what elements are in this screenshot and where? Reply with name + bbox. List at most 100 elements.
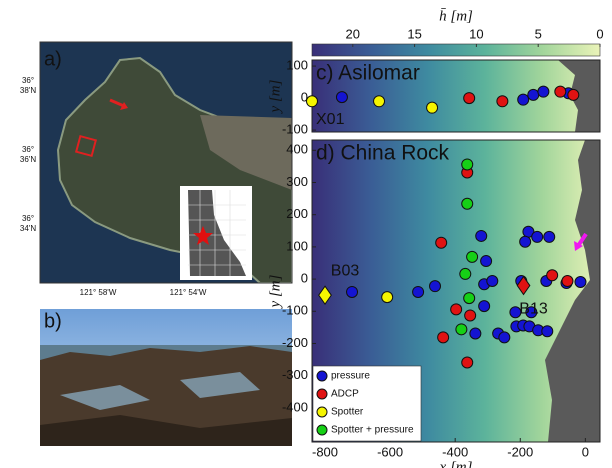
marker [459, 267, 472, 280]
marker [429, 280, 442, 293]
marker [335, 91, 348, 104]
x-tick-label: -800 [312, 444, 338, 459]
y-tick-label: -100 [282, 303, 308, 318]
map-frame [39, 41, 293, 284]
legend-label: ADCP [331, 389, 359, 400]
annotation: B13 [519, 301, 548, 318]
colorbar-label: h̄ [m] [439, 8, 473, 24]
inset-star [193, 226, 213, 245]
legend: pressure ADCP Spotter Spotter + pressure [312, 365, 422, 442]
lon-label: 121° 58'W [80, 288, 117, 297]
colorbar-tick-label: 5 [535, 26, 542, 41]
y-tick-label: 300 [286, 174, 308, 189]
marker [466, 250, 479, 263]
marker [567, 88, 580, 101]
marker [537, 85, 550, 98]
marker [306, 95, 318, 108]
y-tick-label: 100 [286, 58, 308, 73]
marker [469, 327, 482, 340]
marker [525, 306, 538, 319]
colorbar-tick-label: 15 [407, 26, 421, 41]
marker [475, 229, 488, 242]
plot: 100 0 -100 y [m] c) Asilomar X01 [267, 58, 601, 137]
plot: 400 300 200 100 0 -100 -200 -300 -400 -800 -600 -40… [267, 139, 601, 468]
x-tick-label: -400 [442, 444, 468, 459]
map-panel [40, 42, 292, 283]
marker [519, 235, 532, 248]
marker [517, 93, 530, 106]
diamond-marker [516, 275, 531, 296]
colorbar-tick-label: 0 [596, 26, 603, 41]
y-tick-label: 200 [286, 206, 308, 221]
marker [373, 95, 386, 108]
annotation: X01 [316, 111, 345, 128]
marker [498, 331, 511, 344]
legend-label: pressure [331, 371, 370, 382]
marker [412, 285, 425, 298]
arrow [574, 232, 588, 251]
x-tick-label: -200 [507, 444, 533, 459]
marker [461, 197, 474, 210]
colorbar-tick-label: 10 [469, 26, 483, 41]
legend-box [312, 365, 422, 442]
x-axis-label: x [m] [439, 459, 473, 468]
legend-swatch [316, 424, 328, 436]
marker [455, 323, 468, 336]
marker [546, 269, 559, 282]
lat-label: 36° 38'N [20, 76, 36, 95]
marker [461, 158, 474, 171]
marker [346, 285, 359, 298]
marker [461, 356, 474, 369]
site-arrowhead [120, 102, 128, 110]
marker [541, 325, 554, 338]
y-tick-label: -200 [282, 335, 308, 350]
site-arrow [109, 98, 125, 108]
lon-label: 121° 54'W [170, 288, 207, 297]
marker [435, 236, 448, 249]
y-tick-label: -400 [282, 399, 308, 414]
marker [450, 303, 463, 316]
marker [531, 230, 544, 243]
colorbar [311, 43, 601, 57]
bathymetry-field [312, 60, 600, 132]
marker [426, 101, 439, 114]
marker [381, 291, 394, 304]
marker [486, 275, 499, 288]
marker [554, 85, 567, 98]
plot-frame [311, 139, 601, 443]
y-tick-label: 0 [301, 90, 308, 105]
colorbar-tick-label: 20 [346, 26, 360, 41]
site-box [74, 134, 98, 158]
y-tick-label: -100 [282, 122, 308, 137]
panel-label: b) [44, 310, 62, 332]
marker [543, 230, 556, 243]
marker [574, 275, 587, 288]
panel-label: a) [44, 48, 62, 70]
legend-swatch [316, 370, 328, 382]
marker [496, 95, 509, 108]
town [200, 115, 292, 190]
y-tick-label: 400 [286, 142, 308, 157]
legend-swatch [316, 406, 328, 418]
marker [527, 88, 540, 101]
x-tick-label: -600 [377, 444, 403, 459]
marker [478, 300, 491, 313]
marker [480, 255, 493, 268]
arrow-head [574, 241, 583, 251]
marker [509, 306, 522, 319]
lat-label: 36° 36'N [20, 145, 36, 164]
x-tick-label: 0 [582, 444, 589, 459]
y-tick-label: 0 [301, 271, 308, 286]
photo-panel [40, 309, 292, 446]
y-tick-label: 100 [286, 238, 308, 253]
marker [561, 275, 574, 288]
panel-title: d) China Rock [316, 142, 450, 165]
legend-label: Spotter [331, 407, 364, 418]
marker [437, 331, 450, 344]
marker [464, 309, 477, 322]
diamond-marker [318, 285, 332, 306]
y-axis-label: y [m] [267, 79, 283, 114]
marker [463, 92, 476, 105]
tide-pools [60, 372, 260, 410]
